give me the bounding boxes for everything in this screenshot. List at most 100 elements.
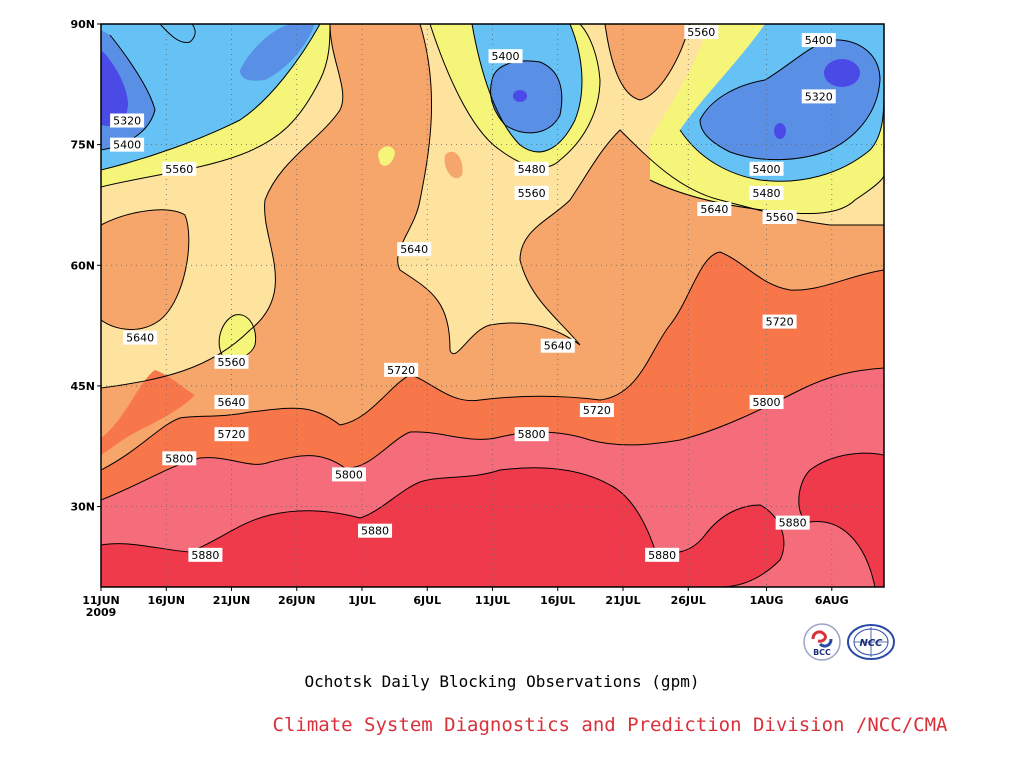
contour-label-bg [162, 161, 197, 176]
contour-label-bg [188, 547, 223, 562]
band-5640-5720-islet [444, 151, 463, 179]
contour-label: 5560 [514, 185, 549, 200]
contour-label-bg [775, 515, 810, 530]
contour-label: 5320 [801, 89, 836, 104]
contour-line [101, 24, 344, 389]
contour-label: 5480 [514, 161, 549, 176]
band-5640-5720-top [605, 24, 690, 100]
contour-label-text: 5720 [387, 364, 415, 377]
contour-fills [101, 24, 884, 587]
contour-line [798, 452, 884, 587]
contour-label: 5720 [214, 427, 249, 442]
contour-label: 5720 [384, 362, 419, 377]
contour-label: 5720 [579, 403, 614, 418]
y-tick-label: 30N [70, 501, 95, 514]
band-lt-5320-left [101, 50, 128, 126]
contour-label: 5480 [749, 185, 784, 200]
band-lt-5320-right2 [824, 59, 860, 87]
contour-label-bg [162, 451, 197, 466]
x-tick-label: 21JUL [605, 594, 640, 607]
contour-label: 5880 [645, 547, 680, 562]
x-tick-label: 26JUL [671, 594, 706, 607]
contour-label-text: 5400 [492, 50, 520, 63]
contour-label-text: 5640 [126, 332, 154, 345]
contour-line [101, 367, 884, 501]
ncc-logo: NCC [846, 622, 895, 662]
x-tick-label: 6AUG [815, 594, 849, 607]
contour-label-text: 5480 [753, 187, 781, 200]
contour-label: 5640 [540, 338, 575, 353]
x-year-label: 2009 [86, 606, 117, 619]
contour-label-bg [684, 25, 719, 39]
y-tick-label: 45N [70, 380, 95, 393]
contour-label: 5640 [214, 395, 249, 410]
x-tick-label: 1AUG [750, 594, 784, 607]
chart-title: Ochotsk Daily Blocking Observations (gpm… [304, 672, 700, 691]
contour-label-text: 5560 [687, 26, 715, 39]
contour-label-bg [123, 330, 158, 345]
contour-chart: 5320 5400 5560 5640 5560 5640 5720 5800 5880 5800… [70, 18, 885, 619]
contour-label: 5560 [684, 25, 719, 39]
y-tick-label: 60N [70, 259, 95, 272]
x-tick-label: 1JUL [348, 594, 376, 607]
contour-label-bg [214, 427, 249, 442]
contour-label-text: 5640 [400, 243, 428, 256]
y-tick-label: 75N [70, 139, 95, 152]
contour-label: 5400 [110, 137, 145, 152]
grid [101, 24, 884, 587]
x-tick-label: 11JUN [82, 594, 120, 607]
contour-label-bg [749, 395, 784, 410]
contour-label-text: 5560 [218, 356, 246, 369]
contour-line [471, 24, 583, 153]
band-5640-5720-left [101, 209, 189, 330]
contour-label: 5800 [162, 451, 197, 466]
ncc-logo-text: NCC [859, 638, 883, 649]
contour-label: 5880 [775, 515, 810, 530]
contour-label-text: 5400 [753, 163, 781, 176]
contour-label: 5800 [331, 467, 366, 482]
contour-label-bg [331, 467, 366, 482]
contour-label: 5320 [110, 113, 145, 128]
band-5320-5400-topleft [240, 24, 315, 81]
contour-label-text: 5720 [766, 316, 794, 329]
contour-label-bg [749, 185, 784, 200]
contour-label-bg [214, 395, 249, 410]
x-tick-label: 21JUN [213, 594, 251, 607]
band-5480-5560-islet [378, 146, 395, 166]
contour-label: 5880 [188, 547, 223, 562]
contour-label-text: 5640 [700, 203, 728, 216]
band-lt-5320-right [774, 123, 786, 139]
x-tick-label: 16JUL [540, 594, 575, 607]
contour-label-text: 5800 [518, 428, 546, 441]
contour-label-bg [514, 185, 549, 200]
contour-label-text: 5560 [518, 187, 546, 200]
contour-label-text: 5880 [648, 549, 676, 562]
contour-label: 5800 [749, 395, 784, 410]
contour-label: 5400 [488, 49, 523, 64]
contour-label-bg [762, 210, 797, 225]
contour-label: 5800 [514, 427, 549, 442]
contour-label-bg [645, 547, 680, 562]
contour-label-bg [488, 49, 523, 64]
bcc-logo-text: BCC [813, 648, 831, 657]
contour-label-text: 5480 [518, 163, 546, 176]
contour-line [397, 24, 884, 354]
contour-line [429, 24, 601, 168]
band-gt-5880-right [798, 453, 884, 587]
contour-line [101, 24, 321, 171]
contour-labels: 5320 5400 5560 5640 5560 5640 5720 5800 5880 5800… [110, 25, 836, 562]
contour-label-text: 5400 [805, 34, 833, 47]
contour-label-bg [514, 161, 549, 176]
contour-label-text: 5320 [113, 115, 141, 128]
contour-label-bg [214, 354, 249, 369]
band-5480-5560-patch [219, 314, 256, 359]
contour-label: 5560 [162, 161, 197, 176]
contour-label: 5560 [762, 210, 797, 225]
contour-label: 5400 [749, 161, 784, 176]
band-gt-5880 [101, 467, 784, 587]
contour-label-bg [801, 33, 836, 48]
contour-label-text: 5560 [165, 163, 193, 176]
contour-label-text: 5800 [165, 452, 193, 465]
contour-label-bg [110, 137, 145, 152]
contour-label-bg [801, 89, 836, 104]
